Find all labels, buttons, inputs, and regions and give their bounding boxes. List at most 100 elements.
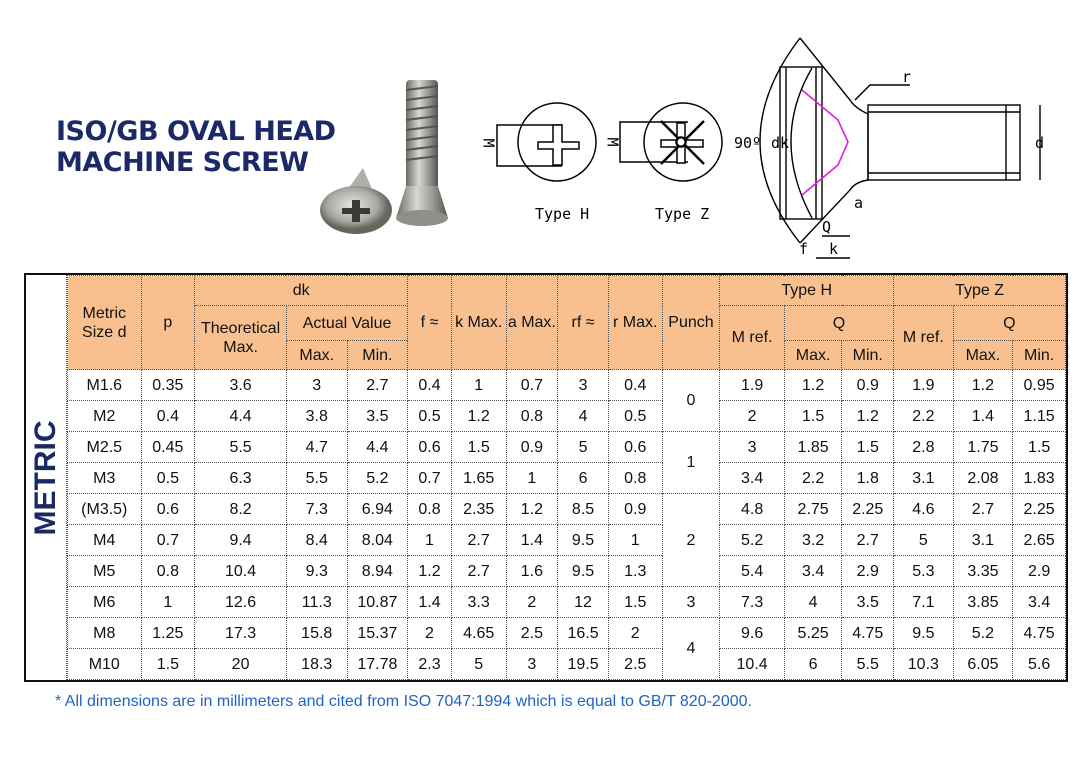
cell: 5	[893, 524, 954, 556]
cell: 2.35	[450, 493, 507, 525]
header-h-q-min: Min.	[841, 340, 895, 370]
header-a: a Max.	[505, 275, 559, 370]
cell: 1	[607, 524, 663, 556]
cell: 1	[407, 524, 452, 556]
cell: 0.8	[607, 462, 663, 494]
cell: 5.2	[346, 462, 409, 494]
footnote: * All dimensions are in millimeters and …	[55, 693, 752, 710]
cell: M1.6	[67, 369, 142, 401]
punch-cell: 0	[661, 369, 721, 432]
type-z-label: Type Z	[655, 205, 710, 223]
cell: M3	[67, 462, 142, 494]
cell: 8.4	[285, 524, 348, 556]
m-dimension-z: M	[603, 137, 622, 147]
punch-cell: 3	[661, 586, 721, 618]
cell: 16.5	[557, 617, 609, 649]
cell: 2.7	[952, 493, 1014, 525]
cell: 2.7	[450, 524, 507, 556]
cell: 1.5	[607, 586, 663, 618]
cell: 0.95	[1012, 369, 1066, 401]
header-dk: dk	[194, 275, 409, 306]
punch-cell: 2	[661, 493, 721, 587]
cell: 7.1	[893, 586, 954, 618]
table-row: M8 1.25 17.3 15.8 15.37 2 4.65 2.5 16.5 2 4 9.6 5.25…	[67, 617, 1066, 680]
metric-text: METRIC	[29, 420, 62, 535]
cell: 0.6	[607, 431, 663, 463]
header-z-mref: M ref.	[893, 305, 954, 370]
header-z-q-max: Max.	[952, 340, 1014, 370]
cell: 9.5	[557, 524, 609, 556]
cell: 0.8	[140, 555, 196, 587]
header-h-q: Q	[783, 305, 895, 341]
header-size: Metric Size d	[67, 275, 142, 370]
cell: 1.85	[783, 431, 843, 463]
m-dimension-h: M	[479, 138, 498, 148]
cell: 9.5	[893, 617, 954, 649]
cell: 2.9	[841, 555, 895, 587]
cell: 5.3	[893, 555, 954, 587]
cell: 1.8	[841, 462, 895, 494]
cell: 7.3	[285, 493, 348, 525]
table-row: M3 0.5 6.3 5.5 5.2 0.7 1.65 1 6 0.8 3.4 2.2 1.8 3.1 2.…	[67, 462, 1066, 494]
cell: 1.4	[952, 400, 1014, 432]
cell: 12	[557, 586, 609, 618]
cell: M10	[67, 648, 142, 680]
cell: M2	[67, 400, 142, 432]
table-row: M6 1 12.6 11.3 10.87 1.4 3.3 2 12 1.5 3 7.3 4 3.5 7.1 3…	[67, 586, 1066, 618]
cell: M5	[67, 555, 142, 587]
table-row: (M3.5) 0.6 8.2 7.3 6.94 0.8 2.35 1.2 8.5 0.9 2 4.8 2…	[67, 493, 1066, 587]
cell: 1.5	[783, 400, 843, 432]
cell: 3.3	[450, 586, 507, 618]
cell: 1.9	[893, 369, 954, 401]
table-row: M10 1.5 20 18.3 17.78 2.3 5 3 19.5 2.5 10.4 6 5.5 10.…	[67, 648, 1066, 680]
cell: 0.9	[841, 369, 895, 401]
cell: 9.6	[719, 617, 785, 649]
side-profile-diagram: 90º dk d r a Q f k	[734, 30, 1070, 270]
cell: 5.5	[841, 648, 895, 680]
cell: 9.3	[285, 555, 348, 587]
profile-drawing	[759, 37, 1041, 259]
cell: 1.2	[505, 493, 559, 525]
cell: 4.75	[841, 617, 895, 649]
cell: 11.3	[285, 586, 348, 618]
cell: 5.6	[1012, 648, 1066, 680]
f-label: f	[799, 240, 809, 258]
cell: 3.1	[893, 462, 954, 494]
cell: 4.65	[450, 617, 507, 649]
cell: 8.2	[194, 493, 287, 525]
cell: 0.8	[505, 400, 559, 432]
cell: 20	[194, 648, 287, 680]
cell: 2.2	[893, 400, 954, 432]
cell: M8	[67, 617, 142, 649]
k-label: k	[829, 240, 839, 258]
cell: 0.8	[407, 493, 452, 525]
cell: 0.6	[407, 431, 452, 463]
cell: 10.3	[893, 648, 954, 680]
cell: 0.5	[140, 462, 196, 494]
recess-diagrams: M M Type H Type Z	[479, 90, 740, 223]
page-title: ISO/GB OVAL HEAD MACHINE SCREW	[56, 116, 336, 178]
header-k: k Max.	[450, 275, 507, 370]
table-row: M5 0.8 10.4 9.3 8.94 1.2 2.7 1.6 9.5 1.3 5.4 3.4 2.9…	[67, 555, 1066, 587]
cell: 12.6	[194, 586, 287, 618]
cell: 4.8	[719, 493, 785, 525]
cell: 0.4	[140, 400, 196, 432]
cell: 8.5	[557, 493, 609, 525]
cell: 1.6	[505, 555, 559, 587]
cell: M4	[67, 524, 142, 556]
cell: 5.25	[783, 617, 843, 649]
cell: 2.75	[783, 493, 843, 525]
header-z-q: Q	[952, 305, 1067, 341]
cell: 3.8	[285, 400, 348, 432]
cell: 9.5	[557, 555, 609, 587]
recess-drawings	[496, 102, 723, 182]
cell: 0.7	[407, 462, 452, 494]
cell: 2.08	[952, 462, 1014, 494]
cell: 2.7	[450, 555, 507, 587]
cell: 2	[719, 400, 785, 432]
cell: 3.4	[783, 555, 843, 587]
cell: 0.4	[607, 369, 663, 401]
cell: 5.5	[285, 462, 348, 494]
type-h-label: Type H	[535, 205, 590, 223]
cell: 3.4	[719, 462, 785, 494]
